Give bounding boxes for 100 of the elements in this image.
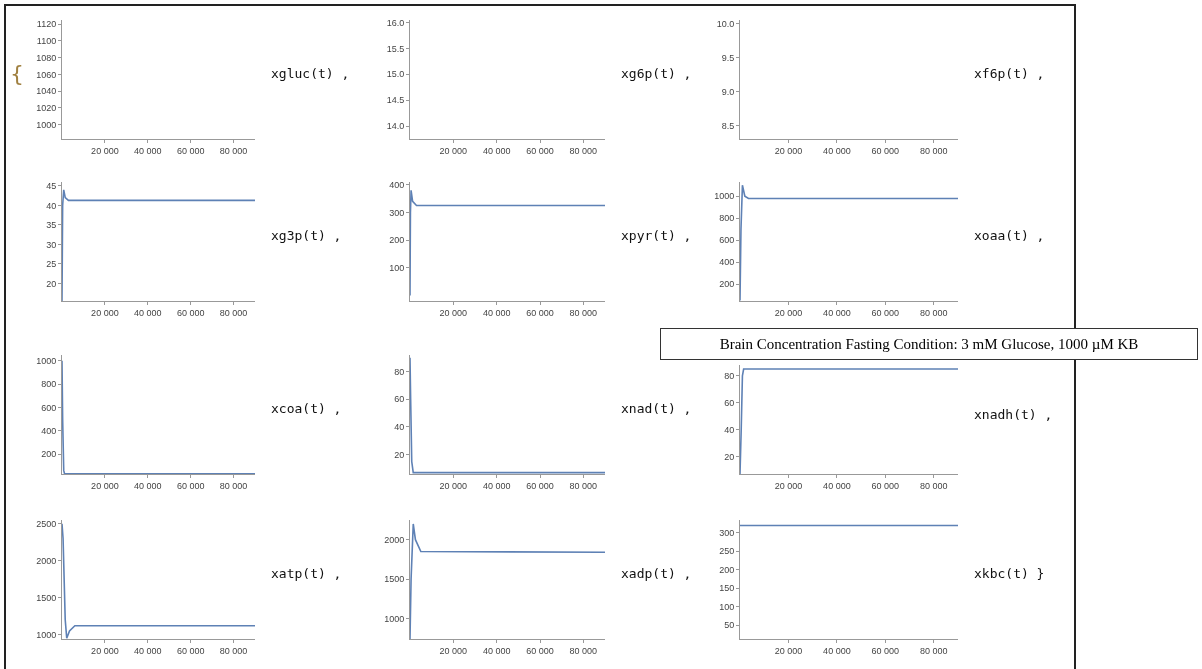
y-tick-label: 600 <box>719 235 735 246</box>
x-tick-label: 20 000 <box>774 145 803 156</box>
y-tick-label: 1500 <box>384 574 405 585</box>
y-tick-label: 20 <box>724 451 735 462</box>
x-tick-label: 60 000 <box>176 145 205 156</box>
text: xoaa(t) , <box>974 228 1045 243</box>
y-tick-label: 14.5 <box>386 95 405 106</box>
y-tick-label: 1120 <box>36 19 57 30</box>
x-tick-label: 20 000 <box>91 480 119 491</box>
x-tick-label: 20 000 <box>774 480 803 491</box>
y-tick-label: 300 <box>389 207 405 218</box>
y-tick-label: 250 <box>719 546 735 557</box>
y-tick-label: 1000 <box>36 355 57 366</box>
y-tick-label: 9.5 <box>721 52 735 63</box>
y-tick-label: 1100 <box>36 36 57 47</box>
x-tick-label: 40 000 <box>482 145 511 156</box>
y-tick-label: 200 <box>719 564 735 575</box>
y-tick-label: 15.0 <box>386 69 405 80</box>
x-tick-label: 40 000 <box>134 645 162 656</box>
x-tick-label: 80 000 <box>219 645 248 656</box>
x-tick-label: 60 000 <box>176 307 205 318</box>
x-tick-label: 40 000 <box>482 480 511 491</box>
y-tick-label: 200 <box>41 449 57 460</box>
y-tick-label: 600 <box>41 402 57 413</box>
y-tick-label: 200 <box>719 279 735 290</box>
y-tick-label: 60 <box>724 397 735 408</box>
y-tick-label: 25 <box>46 259 57 270</box>
x-tick-label: 80 000 <box>920 480 948 491</box>
x-tick-label: 20 000 <box>774 307 803 318</box>
y-tick-label: 20 <box>394 449 405 460</box>
y-tick-label: 8.5 <box>721 120 735 131</box>
y-tick-label: 35 <box>46 220 57 231</box>
x-tick-label: 20 000 <box>439 480 468 491</box>
text: { <box>10 61 24 86</box>
x-tick-label: 20 000 <box>91 145 119 156</box>
text: xg3p(t) , <box>271 228 342 243</box>
y-tick-label: 2000 <box>36 555 57 566</box>
text: xadp(t) , <box>621 566 692 581</box>
x-tick-label: 20 000 <box>439 145 468 156</box>
y-tick-label: 1000 <box>714 191 735 202</box>
y-tick-label: 1000 <box>384 613 405 624</box>
line-series <box>62 522 255 639</box>
text: xg6p(t) , <box>621 66 692 81</box>
y-tick-label: 400 <box>41 425 57 436</box>
y-tick-label: 2000 <box>384 534 405 545</box>
y-tick-label: 1060 <box>36 69 57 80</box>
y-tick-label: 200 <box>389 235 405 246</box>
x-tick-label: 80 000 <box>219 480 248 491</box>
y-tick-label: 1000 <box>36 629 57 640</box>
y-tick-label: 2500 <box>36 518 57 529</box>
x-tick-label: 20 000 <box>774 645 803 656</box>
text: xkbc(t) } <box>974 566 1045 581</box>
x-tick-label: 80 000 <box>569 145 598 156</box>
line-series <box>410 523 605 639</box>
y-tick-label: 50 <box>724 620 735 631</box>
x-tick-label: 20 000 <box>439 645 468 656</box>
x-tick-label: 40 000 <box>823 480 851 491</box>
x-tick-label: 60 000 <box>871 480 900 491</box>
x-tick-label: 80 000 <box>219 307 248 318</box>
y-tick-label: 300 <box>719 528 735 539</box>
y-tick-label: 1020 <box>36 103 57 114</box>
x-tick-label: 60 000 <box>526 307 554 318</box>
line-series <box>410 356 605 474</box>
y-tick-label: 30 <box>46 239 57 250</box>
y-tick-label: 1500 <box>36 592 57 603</box>
y-tick-label: 45 <box>46 181 57 192</box>
x-tick-label: 60 000 <box>176 645 205 656</box>
x-tick-label: 40 000 <box>134 307 162 318</box>
y-tick-label: 40 <box>724 424 735 435</box>
x-tick-label: 60 000 <box>176 480 205 491</box>
y-tick-label: 800 <box>719 213 735 224</box>
text: xnad(t) , <box>621 401 692 416</box>
x-tick-label: 80 000 <box>920 645 948 656</box>
x-tick-label: 40 000 <box>482 307 511 318</box>
line-series <box>410 189 605 297</box>
y-tick-label: 400 <box>389 179 405 190</box>
x-tick-label: 40 000 <box>134 480 162 491</box>
y-tick-label: 15.5 <box>386 43 405 54</box>
x-tick-label: 60 000 <box>526 480 554 491</box>
y-tick-label: 10.0 <box>716 18 735 29</box>
x-tick-label: 40 000 <box>134 145 162 156</box>
x-tick-label: 80 000 <box>569 645 598 656</box>
text: xatp(t) , <box>271 566 342 581</box>
x-tick-label: 60 000 <box>871 645 900 656</box>
y-tick-label: 14.0 <box>386 121 405 132</box>
x-tick-label: 20 000 <box>91 645 119 656</box>
y-tick-label: 60 <box>394 394 405 405</box>
line-series <box>740 184 958 301</box>
x-tick-label: 60 000 <box>871 307 900 318</box>
line-series <box>740 368 958 474</box>
text: xgluc(t) , <box>271 66 350 81</box>
y-tick-label: 100 <box>719 601 735 612</box>
y-tick-label: 9.0 <box>721 86 735 97</box>
x-tick-label: 80 000 <box>920 145 948 156</box>
text: xpyr(t) , <box>621 228 692 243</box>
y-tick-label: 40 <box>394 422 405 433</box>
y-tick-label: 80 <box>394 366 405 377</box>
x-tick-label: 40 000 <box>823 145 851 156</box>
y-tick-label: 1040 <box>36 86 57 97</box>
y-tick-label: 40 <box>46 200 57 211</box>
